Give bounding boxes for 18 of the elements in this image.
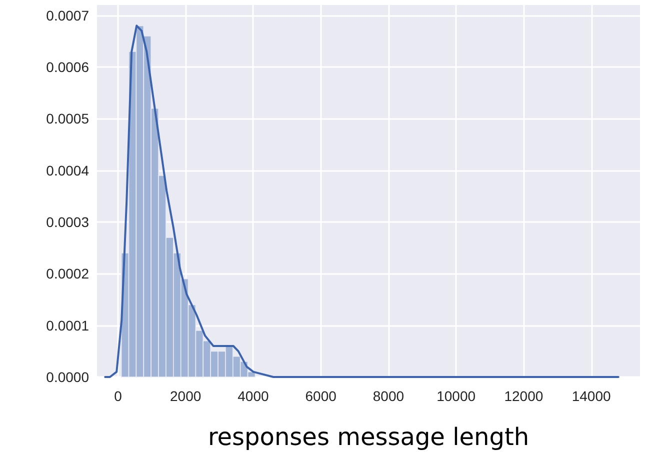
y-tick-label: 0.0007 [46, 7, 90, 24]
x-tick-label: 14000 [572, 388, 611, 404]
x-tick-label: 6000 [305, 388, 337, 404]
line-series [104, 24, 620, 378]
x-tick-label: 8000 [372, 388, 404, 404]
y-tick-label: 0.0001 [46, 317, 90, 334]
y-tick-label: 0.0004 [46, 162, 90, 178]
y-tick-label: 0.0005 [46, 110, 90, 127]
x-tick-label: 12000 [504, 388, 544, 404]
y-tick-label: 0.0006 [46, 59, 90, 75]
y-tick-label: 0.0000 [46, 369, 90, 385]
x-axis-title: responses message length [208, 423, 530, 451]
y-tick-label: 0.0002 [46, 266, 90, 282]
x-tick-label: 4000 [238, 388, 269, 404]
y-tick-label: 0.0003 [46, 214, 90, 230]
x-tick-label: 2000 [170, 388, 202, 404]
x-tick-label: 0 [114, 388, 122, 404]
x-tick-label: 10000 [436, 388, 476, 404]
